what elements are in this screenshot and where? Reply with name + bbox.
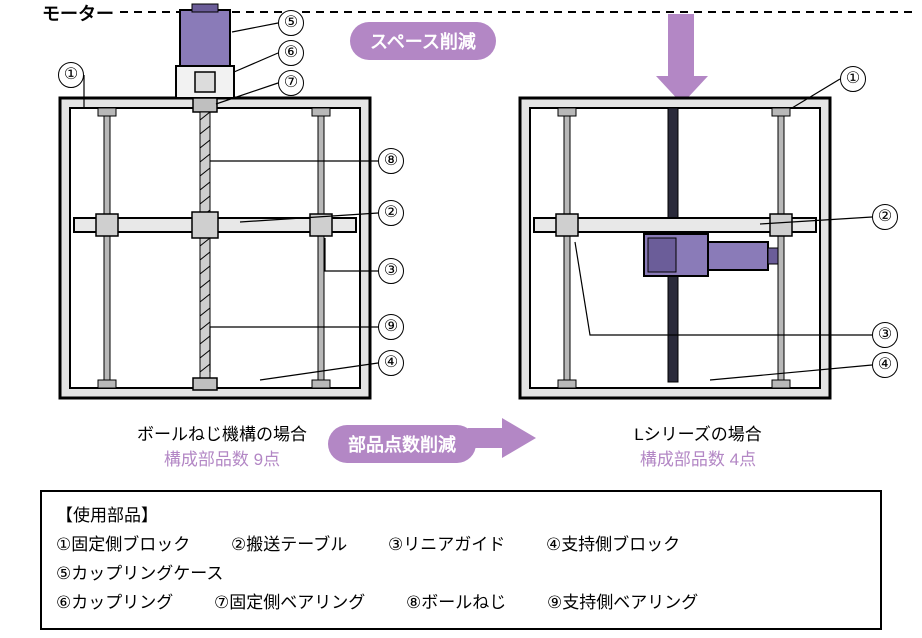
legend-item-3: ③リニアガイド [388,531,523,560]
callout-left-8: ⑧ [378,148,404,174]
legend-item-1: ①固定側ブロック [56,531,208,560]
right-mechanism [520,79,872,398]
legend-title: 【使用部品】 [56,502,866,531]
callout-left-2: ② [378,200,404,226]
left-mechanism [60,4,378,398]
caption-left-line1: ボールねじ機構の場合 [112,420,332,445]
callout-right-2: ② [872,204,898,230]
legend-items: ①固定側ブロック ②搬送テーブル ③リニアガイド ④支持側ブロック ⑤カップリン… [56,531,866,618]
caption-left-line2: 構成部品数 9点 [112,445,332,470]
callout-left-9: ⑨ [378,314,404,340]
legend-box: 【使用部品】 ①固定側ブロック ②搬送テーブル ③リニアガイド ④支持側ブロック… [40,490,882,630]
diagram-canvas: モーター スペース削減 部品点数削減 Lシリーズ [0,0,922,638]
callout-right-1: ① [840,66,866,92]
space-arrow [656,14,708,104]
legend-item-8: ⑧ボールねじ [406,589,524,618]
callout-left-7: ⑦ [278,70,304,96]
caption-left: ボールねじ機構の場合 構成部品数 9点 [112,420,332,470]
caption-right: Lシリーズの場合 構成部品数 4点 [598,420,798,470]
callout-right-4: ④ [872,352,898,378]
callout-left-4: ④ [378,350,404,376]
legend-item-9: ⑨支持側ベアリング [547,589,716,618]
callout-right-3: ③ [872,322,898,348]
caption-right-line1: Lシリーズの場合 [598,420,798,445]
callout-left-6: ⑥ [278,40,304,66]
parts-arrow [468,418,536,458]
callout-left-1: ① [58,62,84,88]
legend-item-5: ⑤カップリングケース [56,560,241,589]
callout-left-5: ⑤ [278,10,304,36]
caption-right-line2: 構成部品数 4点 [598,445,798,470]
callout-left-3: ③ [378,258,404,284]
legend-item-4: ④支持側ブロック [546,531,698,560]
legend-item-6: ⑥カップリング [56,589,191,618]
legend-item-7: ⑦固定側ベアリング [214,589,383,618]
legend-item-2: ②搬送テーブル [231,531,365,560]
